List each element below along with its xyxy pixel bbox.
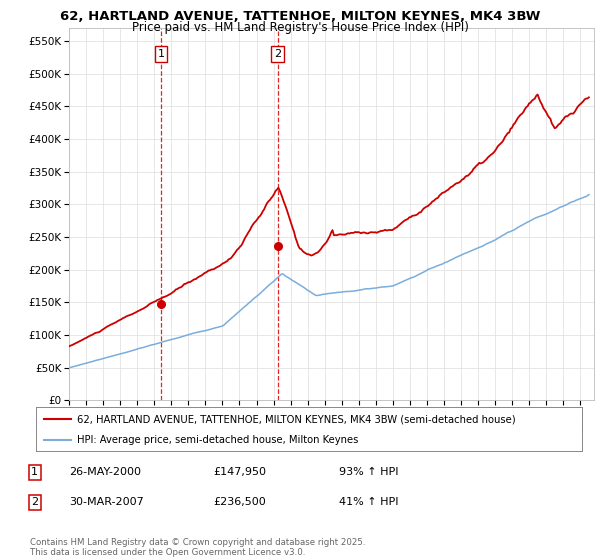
Text: HPI: Average price, semi-detached house, Milton Keynes: HPI: Average price, semi-detached house,… <box>77 435 358 445</box>
Text: 1: 1 <box>158 49 164 59</box>
Text: 41% ↑ HPI: 41% ↑ HPI <box>339 497 398 507</box>
Text: £147,950: £147,950 <box>213 467 266 477</box>
Text: 1: 1 <box>31 467 38 477</box>
Text: £236,500: £236,500 <box>213 497 266 507</box>
Text: 62, HARTLAND AVENUE, TATTENHOE, MILTON KEYNES, MK4 3BW (semi-detached house): 62, HARTLAND AVENUE, TATTENHOE, MILTON K… <box>77 414 515 424</box>
Text: 62, HARTLAND AVENUE, TATTENHOE, MILTON KEYNES, MK4 3BW: 62, HARTLAND AVENUE, TATTENHOE, MILTON K… <box>60 10 540 23</box>
Text: Price paid vs. HM Land Registry's House Price Index (HPI): Price paid vs. HM Land Registry's House … <box>131 21 469 34</box>
Text: 2: 2 <box>31 497 38 507</box>
Text: 93% ↑ HPI: 93% ↑ HPI <box>339 467 398 477</box>
Text: 30-MAR-2007: 30-MAR-2007 <box>69 497 144 507</box>
Text: 2: 2 <box>274 49 281 59</box>
Text: Contains HM Land Registry data © Crown copyright and database right 2025.
This d: Contains HM Land Registry data © Crown c… <box>30 538 365 557</box>
Text: 26-MAY-2000: 26-MAY-2000 <box>69 467 141 477</box>
